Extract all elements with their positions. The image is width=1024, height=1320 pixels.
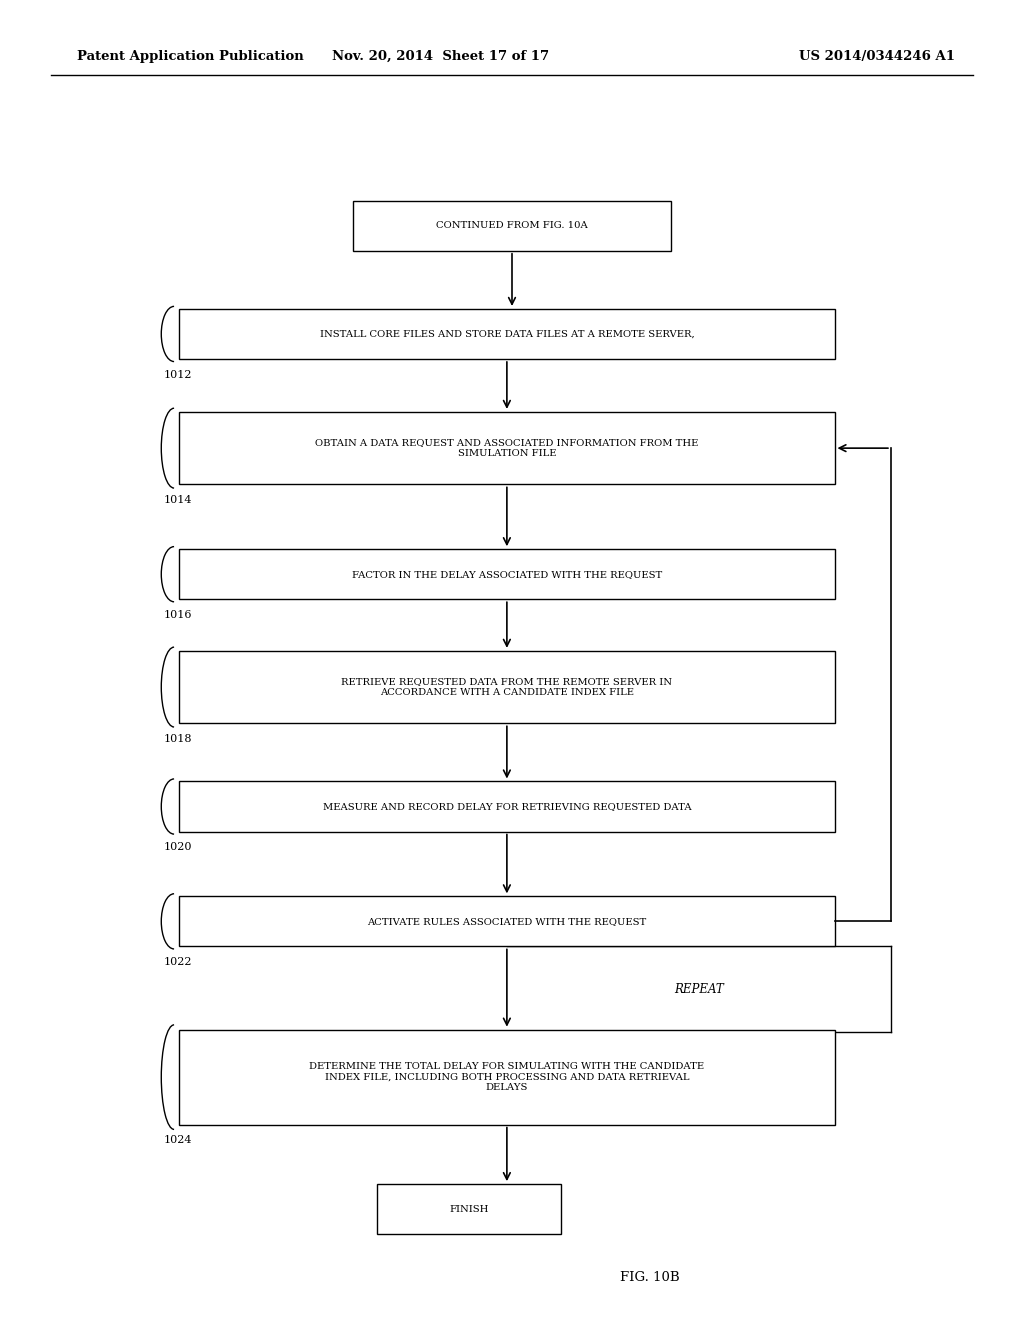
FancyBboxPatch shape: [179, 309, 835, 359]
FancyBboxPatch shape: [179, 549, 835, 599]
Text: RETRIEVE REQUESTED DATA FROM THE REMOTE SERVER IN
ACCORDANCE WITH A CANDIDATE IN: RETRIEVE REQUESTED DATA FROM THE REMOTE …: [341, 677, 673, 697]
FancyBboxPatch shape: [179, 651, 835, 723]
Text: FIG. 10B: FIG. 10B: [621, 1271, 680, 1284]
Text: Patent Application Publication: Patent Application Publication: [77, 50, 303, 63]
Text: US 2014/0344246 A1: US 2014/0344246 A1: [799, 50, 954, 63]
Text: FINISH: FINISH: [450, 1205, 488, 1213]
FancyBboxPatch shape: [179, 412, 835, 484]
Text: ACTIVATE RULES ASSOCIATED WITH THE REQUEST: ACTIVATE RULES ASSOCIATED WITH THE REQUE…: [368, 917, 646, 925]
Text: 1024: 1024: [164, 1135, 193, 1146]
Text: 1012: 1012: [164, 370, 193, 380]
FancyBboxPatch shape: [179, 781, 835, 832]
Text: 1014: 1014: [164, 495, 193, 506]
Text: INSTALL CORE FILES AND STORE DATA FILES AT A REMOTE SERVER,: INSTALL CORE FILES AND STORE DATA FILES …: [319, 330, 694, 338]
Text: Nov. 20, 2014  Sheet 17 of 17: Nov. 20, 2014 Sheet 17 of 17: [332, 50, 549, 63]
FancyBboxPatch shape: [179, 1030, 835, 1125]
Text: REPEAT: REPEAT: [674, 983, 724, 995]
Text: MEASURE AND RECORD DELAY FOR RETRIEVING REQUESTED DATA: MEASURE AND RECORD DELAY FOR RETRIEVING …: [323, 803, 691, 810]
Text: CONTINUED FROM FIG. 10A: CONTINUED FROM FIG. 10A: [436, 222, 588, 230]
FancyBboxPatch shape: [377, 1184, 561, 1234]
FancyBboxPatch shape: [353, 201, 671, 251]
Text: 1022: 1022: [164, 957, 193, 968]
Text: 1016: 1016: [164, 610, 193, 620]
Text: OBTAIN A DATA REQUEST AND ASSOCIATED INFORMATION FROM THE
SIMULATION FILE: OBTAIN A DATA REQUEST AND ASSOCIATED INF…: [315, 438, 698, 458]
Text: 1020: 1020: [164, 842, 193, 853]
FancyBboxPatch shape: [179, 896, 835, 946]
Text: DETERMINE THE TOTAL DELAY FOR SIMULATING WITH THE CANDIDATE
INDEX FILE, INCLUDIN: DETERMINE THE TOTAL DELAY FOR SIMULATING…: [309, 1063, 705, 1092]
Text: FACTOR IN THE DELAY ASSOCIATED WITH THE REQUEST: FACTOR IN THE DELAY ASSOCIATED WITH THE …: [352, 570, 662, 578]
Text: 1018: 1018: [164, 734, 193, 744]
